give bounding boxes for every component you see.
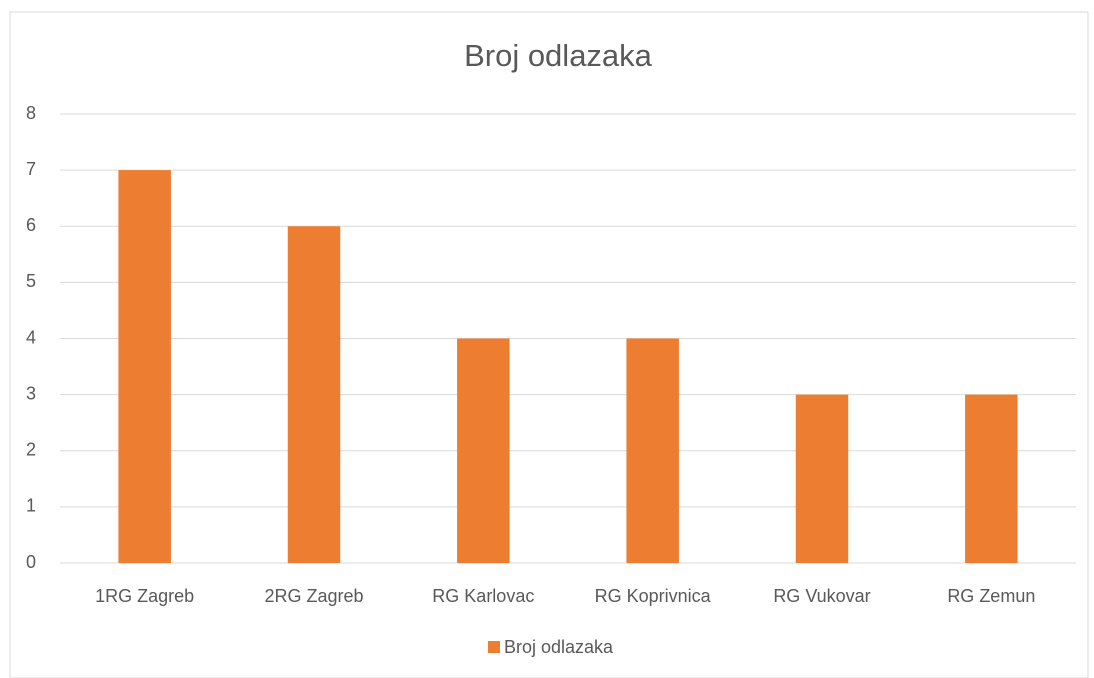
- x-tick-label: RG Koprivnica: [595, 586, 712, 606]
- legend-label: Broj odlazaka: [504, 637, 614, 657]
- bar: [795, 394, 849, 563]
- bar: [457, 338, 510, 563]
- bar: [965, 394, 1018, 563]
- chart-title: Broj odlazaka: [464, 38, 653, 73]
- y-tick-label: 0: [26, 552, 36, 572]
- bar: [118, 170, 171, 563]
- y-tick-label: 5: [26, 271, 36, 291]
- y-tick-label: 8: [26, 103, 36, 123]
- x-tick-label: RG Zemun: [947, 586, 1035, 606]
- y-tick-label: 1: [26, 496, 36, 516]
- y-tick-label: 4: [26, 327, 36, 347]
- bar: [287, 226, 341, 563]
- y-tick-label: 6: [26, 215, 36, 235]
- x-tick-label: 1RG Zagreb: [95, 586, 194, 606]
- y-tick-label: 3: [26, 383, 36, 403]
- x-tick-label: 2RG Zagreb: [264, 586, 363, 606]
- y-tick-label: 7: [26, 159, 36, 179]
- chart-border: [9, 11, 1089, 678]
- y-tick-label: 2: [26, 440, 36, 460]
- legend-swatch: [488, 641, 500, 653]
- x-tick-label: RG Karlovac: [432, 586, 534, 606]
- bar: [626, 338, 679, 563]
- x-tick-label: RG Vukovar: [773, 586, 870, 606]
